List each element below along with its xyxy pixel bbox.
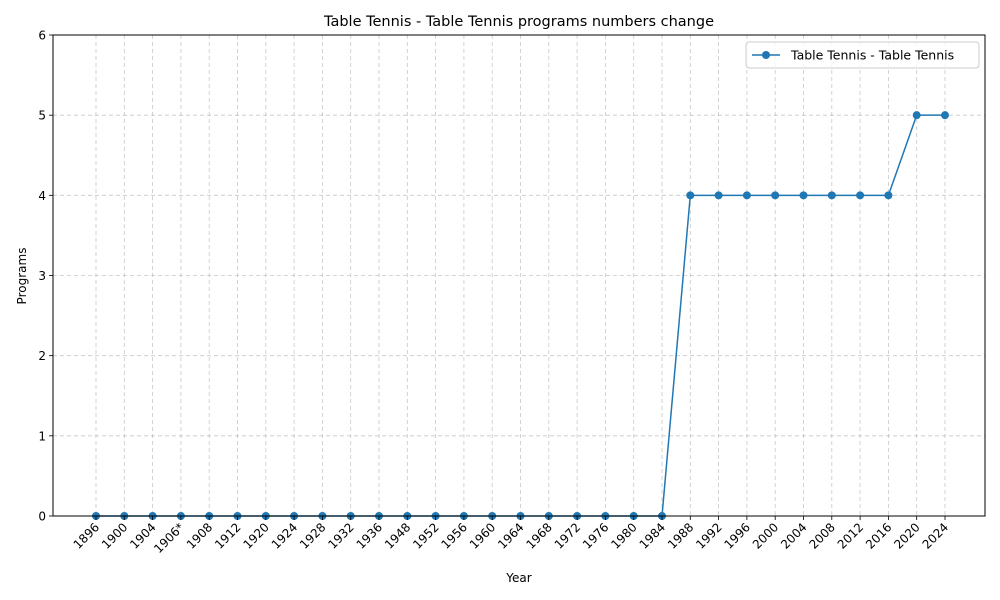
x-tick-label: 1956 xyxy=(439,520,470,551)
x-tick-label: 1992 xyxy=(693,520,724,551)
data-point xyxy=(714,191,723,200)
x-tick-label: 2000 xyxy=(750,520,781,551)
data-point xyxy=(856,191,865,200)
x-tick-label: 1996 xyxy=(722,520,753,551)
x-tick-label: 2024 xyxy=(920,520,951,551)
y-tick-label: 2 xyxy=(38,349,46,363)
data-point xyxy=(941,111,949,120)
x-tick-label: 1968 xyxy=(523,520,554,551)
y-tick-label: 3 xyxy=(38,269,46,283)
data-point xyxy=(742,191,751,200)
data-point xyxy=(771,191,780,200)
data-point xyxy=(884,191,893,200)
x-tick-label: 2008 xyxy=(806,520,837,551)
x-axis-label: Year xyxy=(505,571,531,585)
x-tick-label: 1906* xyxy=(151,520,187,556)
legend-label: Table Tennis - Table Tennis xyxy=(790,48,954,63)
legend: Table Tennis - Table Tennis xyxy=(745,41,980,69)
chart-title: Table Tennis - Table Tennis programs num… xyxy=(323,14,714,30)
y-tick-label: 1 xyxy=(38,429,46,443)
x-tick-label: 1960 xyxy=(467,520,498,551)
x-tick-label: 1896 xyxy=(71,520,102,551)
x-tick-label: 2020 xyxy=(891,520,922,551)
y-tick-label: 0 xyxy=(38,510,46,524)
x-tick-label: 1972 xyxy=(552,520,583,551)
x-tick-label: 1984 xyxy=(637,520,668,551)
y-tick-label: 6 xyxy=(38,29,46,43)
x-tick-label: 1932 xyxy=(325,520,356,551)
x-tick-label: 1920 xyxy=(240,520,271,551)
x-tick-label: 2012 xyxy=(835,520,866,551)
x-tick-label: 2016 xyxy=(863,520,894,551)
y-tick-label: 5 xyxy=(38,109,46,123)
x-tick-label: 1976 xyxy=(580,520,611,551)
x-tick-label: 1900 xyxy=(99,520,130,551)
x-tick-label: 1952 xyxy=(410,520,441,551)
x-tick-label: 1964 xyxy=(495,520,526,551)
data-point xyxy=(912,111,921,120)
x-tick-label: 2004 xyxy=(778,520,809,551)
x-tick-label: 1948 xyxy=(382,520,413,551)
x-tick-label: 1908 xyxy=(184,520,215,551)
legend-box xyxy=(745,41,980,69)
y-axis-ticks: 0 1 2 3 4 5 6 xyxy=(38,29,53,524)
x-tick-label: 1936 xyxy=(354,520,385,551)
data-point xyxy=(686,191,695,200)
x-tick-label: 1980 xyxy=(608,520,639,551)
data-point xyxy=(799,191,808,200)
x-tick-label: 1912 xyxy=(212,520,243,551)
y-tick-label: 4 xyxy=(38,189,46,203)
x-axis-ticks: 1896190019041906*19081912192019241928193… xyxy=(71,516,951,556)
grid-lines xyxy=(53,34,985,517)
x-tick-label: 1928 xyxy=(297,520,328,551)
x-tick-label: 1924 xyxy=(269,520,300,551)
legend-marker-swatch xyxy=(762,51,770,59)
x-tick-label: 1988 xyxy=(665,520,696,551)
y-axis-label: Programs xyxy=(15,248,29,305)
data-point xyxy=(827,191,836,200)
